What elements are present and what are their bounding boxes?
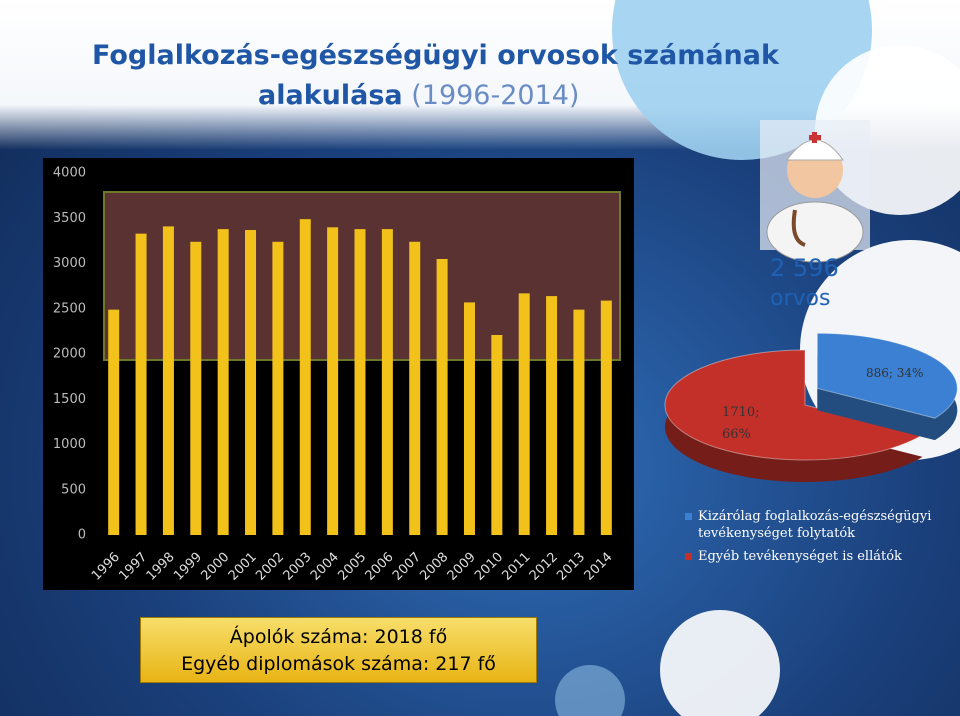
info-line: Ápolók száma: 2018 fő	[229, 626, 448, 648]
decor-circle	[612, 0, 872, 160]
pie-slice	[816, 332, 958, 441]
slice-top	[816, 332, 958, 419]
y-tick-label: 0	[78, 528, 86, 543]
bar	[546, 296, 558, 535]
bar	[299, 219, 311, 535]
y-tick-label: 500	[61, 482, 86, 497]
decor-circle	[555, 665, 625, 716]
legend-swatch	[685, 513, 692, 520]
bar	[600, 300, 612, 535]
bar	[381, 229, 393, 536]
pie-slice	[664, 349, 924, 482]
y-tick-label: 3000	[53, 256, 86, 271]
title-part: (1996-2014)	[411, 80, 580, 111]
bar	[190, 241, 202, 535]
legend-swatch	[685, 553, 692, 560]
title-line: alakulása (1996-2014)	[258, 80, 579, 111]
data-label: 886; 34%	[866, 366, 924, 380]
bar	[272, 241, 284, 535]
data-label: 1710; 66%	[722, 405, 760, 442]
bar	[518, 293, 530, 535]
annotation: 2 596	[770, 254, 839, 282]
bar	[436, 258, 448, 535]
bar	[463, 302, 475, 535]
title-line: Foglalkozás-egészségügyi orvosok számána…	[92, 40, 779, 71]
legend-label: Egyéb tevékenységet is ellátók	[698, 549, 902, 564]
annotation: orvos	[770, 286, 831, 311]
decor-circle	[660, 610, 780, 716]
y-tick-label: 2000	[53, 347, 86, 362]
slice-top	[664, 349, 924, 461]
info-line: Egyéb diplomások száma: 217 fő	[181, 653, 496, 675]
bar	[573, 309, 585, 535]
bar	[327, 227, 339, 536]
legend-entry: Kizárólag foglalkozás-egészségügyi tevék…	[685, 508, 945, 542]
info-box: Ápolók száma: 2018 fő Egyéb diplomások s…	[140, 617, 537, 683]
y-tick-label: 3500	[53, 211, 86, 226]
bar	[354, 229, 366, 536]
legend-entry: Egyéb tevékenységet is ellátók	[685, 548, 945, 565]
bar	[135, 233, 147, 535]
bar	[245, 230, 257, 535]
y-tick-label: 1000	[53, 437, 86, 452]
y-tick-label: 1500	[53, 392, 86, 407]
title-part: alakulása	[258, 80, 403, 111]
legend: Kizárólag foglalkozás-egészségügyi tevék…	[685, 508, 945, 571]
y-tick-label: 4000	[53, 166, 86, 181]
doctor-icon	[760, 120, 870, 263]
legend-label: Kizárólag foglalkozás-egészségügyi tevék…	[698, 509, 932, 541]
bar	[217, 229, 229, 536]
bar	[162, 226, 174, 535]
y-tick-label: 2500	[53, 301, 86, 316]
bar	[491, 334, 503, 535]
bar	[108, 309, 120, 535]
bar	[409, 241, 421, 535]
